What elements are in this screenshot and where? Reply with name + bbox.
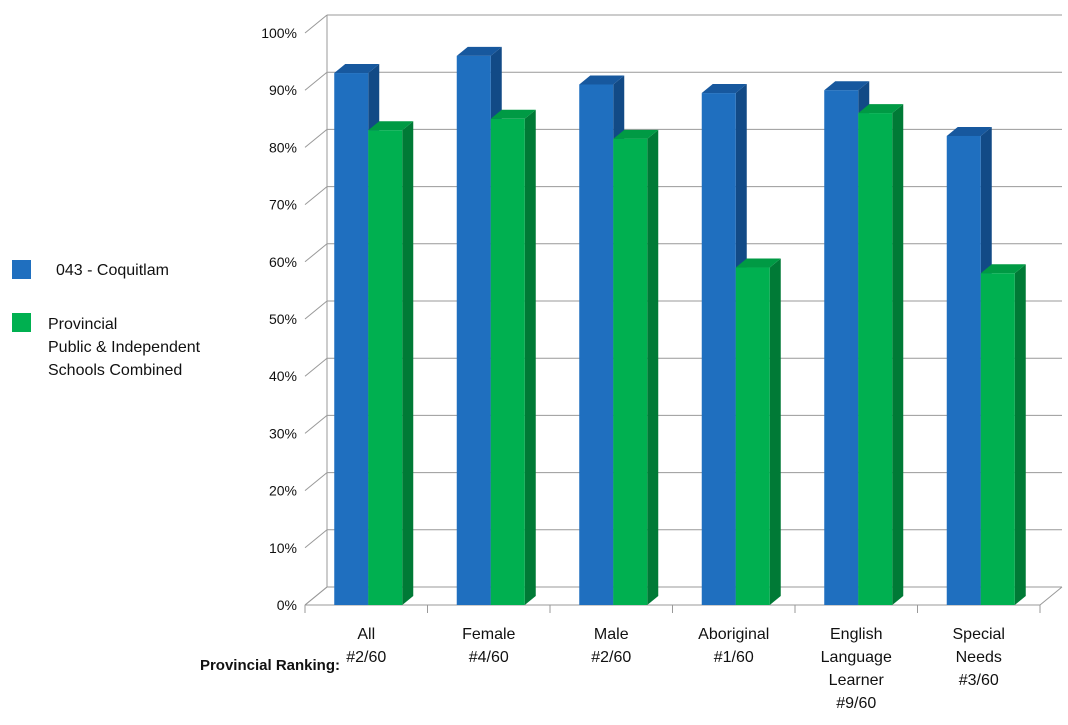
bar-front <box>613 138 648 605</box>
bar-top <box>980 264 1026 274</box>
x-tick-label: All <box>357 626 375 643</box>
gridline-diagonal <box>304 129 328 148</box>
bar <box>735 258 781 605</box>
bar-front <box>735 267 770 605</box>
bar <box>980 264 1026 605</box>
bar-front <box>490 118 525 606</box>
bar-side <box>647 129 659 605</box>
gridline-diagonal <box>304 357 328 377</box>
bar-top <box>579 75 625 85</box>
x-tick-label: Aboriginal <box>698 626 769 643</box>
bar-top <box>334 64 380 74</box>
gridline-diagonal <box>304 529 328 549</box>
bar-front <box>368 130 403 606</box>
bar-top <box>613 129 659 139</box>
y-tick-label: 80% <box>269 139 297 155</box>
x-tick-label: Needs <box>956 649 1002 666</box>
bar-side <box>769 258 781 605</box>
y-tick-label: 0% <box>277 597 297 613</box>
bar-top <box>701 84 747 94</box>
bar-front <box>824 90 859 605</box>
gridline-diagonal <box>304 586 328 606</box>
gridline-diagonal <box>304 71 328 91</box>
bar-front <box>334 73 369 606</box>
y-tick-label: 70% <box>269 197 297 213</box>
bar <box>858 104 904 605</box>
rank-label: #2/60 <box>591 649 631 666</box>
bar-front <box>980 273 1015 605</box>
bar-top <box>735 258 781 268</box>
bar-front <box>456 55 491 605</box>
rank-label: #4/60 <box>469 649 509 666</box>
gridline-diagonal <box>304 300 328 320</box>
bar-top <box>456 46 502 56</box>
y-tick-label: 20% <box>269 483 297 499</box>
gridline-diagonal <box>304 14 328 34</box>
bars-layer <box>334 46 1026 606</box>
labels-layer: 0% 10% 20% 30% 40% 50% 60% 70% 80% 90% 100% All #2/6… <box>200 25 1005 712</box>
legend-swatch <box>12 313 31 332</box>
bar-side <box>524 109 536 606</box>
legend-label: Public & Independent <box>48 339 201 356</box>
bar-top <box>946 126 992 136</box>
x-tick-label: English <box>830 626 882 643</box>
rank-label: #1/60 <box>714 649 754 666</box>
bar <box>368 121 414 606</box>
rank-label: #2/60 <box>346 649 386 666</box>
bar-top <box>858 104 904 114</box>
x-tick-label: Male <box>594 626 629 643</box>
gridline-diagonal <box>304 243 328 263</box>
bar <box>613 129 659 605</box>
x-tick-label: Special <box>953 626 1005 643</box>
legend-swatch <box>12 260 31 279</box>
floor-right-edge <box>1039 586 1063 606</box>
bar <box>490 109 536 606</box>
bar-top <box>368 121 414 131</box>
y-tick-label: 50% <box>269 311 297 327</box>
rank-label: #3/60 <box>959 672 999 689</box>
y-tick-label: 40% <box>269 368 297 384</box>
y-tick-label: 100% <box>261 25 297 41</box>
bar-side <box>892 104 904 605</box>
bar-side <box>1014 264 1026 605</box>
gridline-diagonal <box>304 186 328 205</box>
legend-label: 043 - Coquitlam <box>56 262 169 279</box>
gridline-diagonal <box>304 472 328 491</box>
bar-side <box>402 121 414 606</box>
bar-top <box>490 109 536 119</box>
y-tick-label: 30% <box>269 425 297 441</box>
x-tick-label: Learner <box>829 672 885 689</box>
x-tick-label: Language <box>821 649 892 666</box>
gridline-diagonal <box>304 415 328 434</box>
legend: 043 - Coquitlam Provincial Public & Indepe… <box>12 260 201 379</box>
ranking-label: Provincial Ranking: <box>200 657 340 674</box>
y-tick-label: 60% <box>269 254 297 270</box>
rank-label: #9/60 <box>836 695 876 712</box>
bar-front <box>701 93 736 605</box>
y-tick-label: 10% <box>269 540 297 556</box>
bar-front <box>579 84 614 606</box>
bar-front <box>858 113 893 605</box>
legend-label: Provincial <box>48 316 117 333</box>
y-tick-label: 90% <box>269 82 297 98</box>
bar-front <box>946 135 981 605</box>
x-tick-label: Female <box>462 626 515 643</box>
grid-layer <box>304 14 1063 613</box>
legend-label: Schools Combined <box>48 362 182 379</box>
bar-top <box>824 81 870 91</box>
